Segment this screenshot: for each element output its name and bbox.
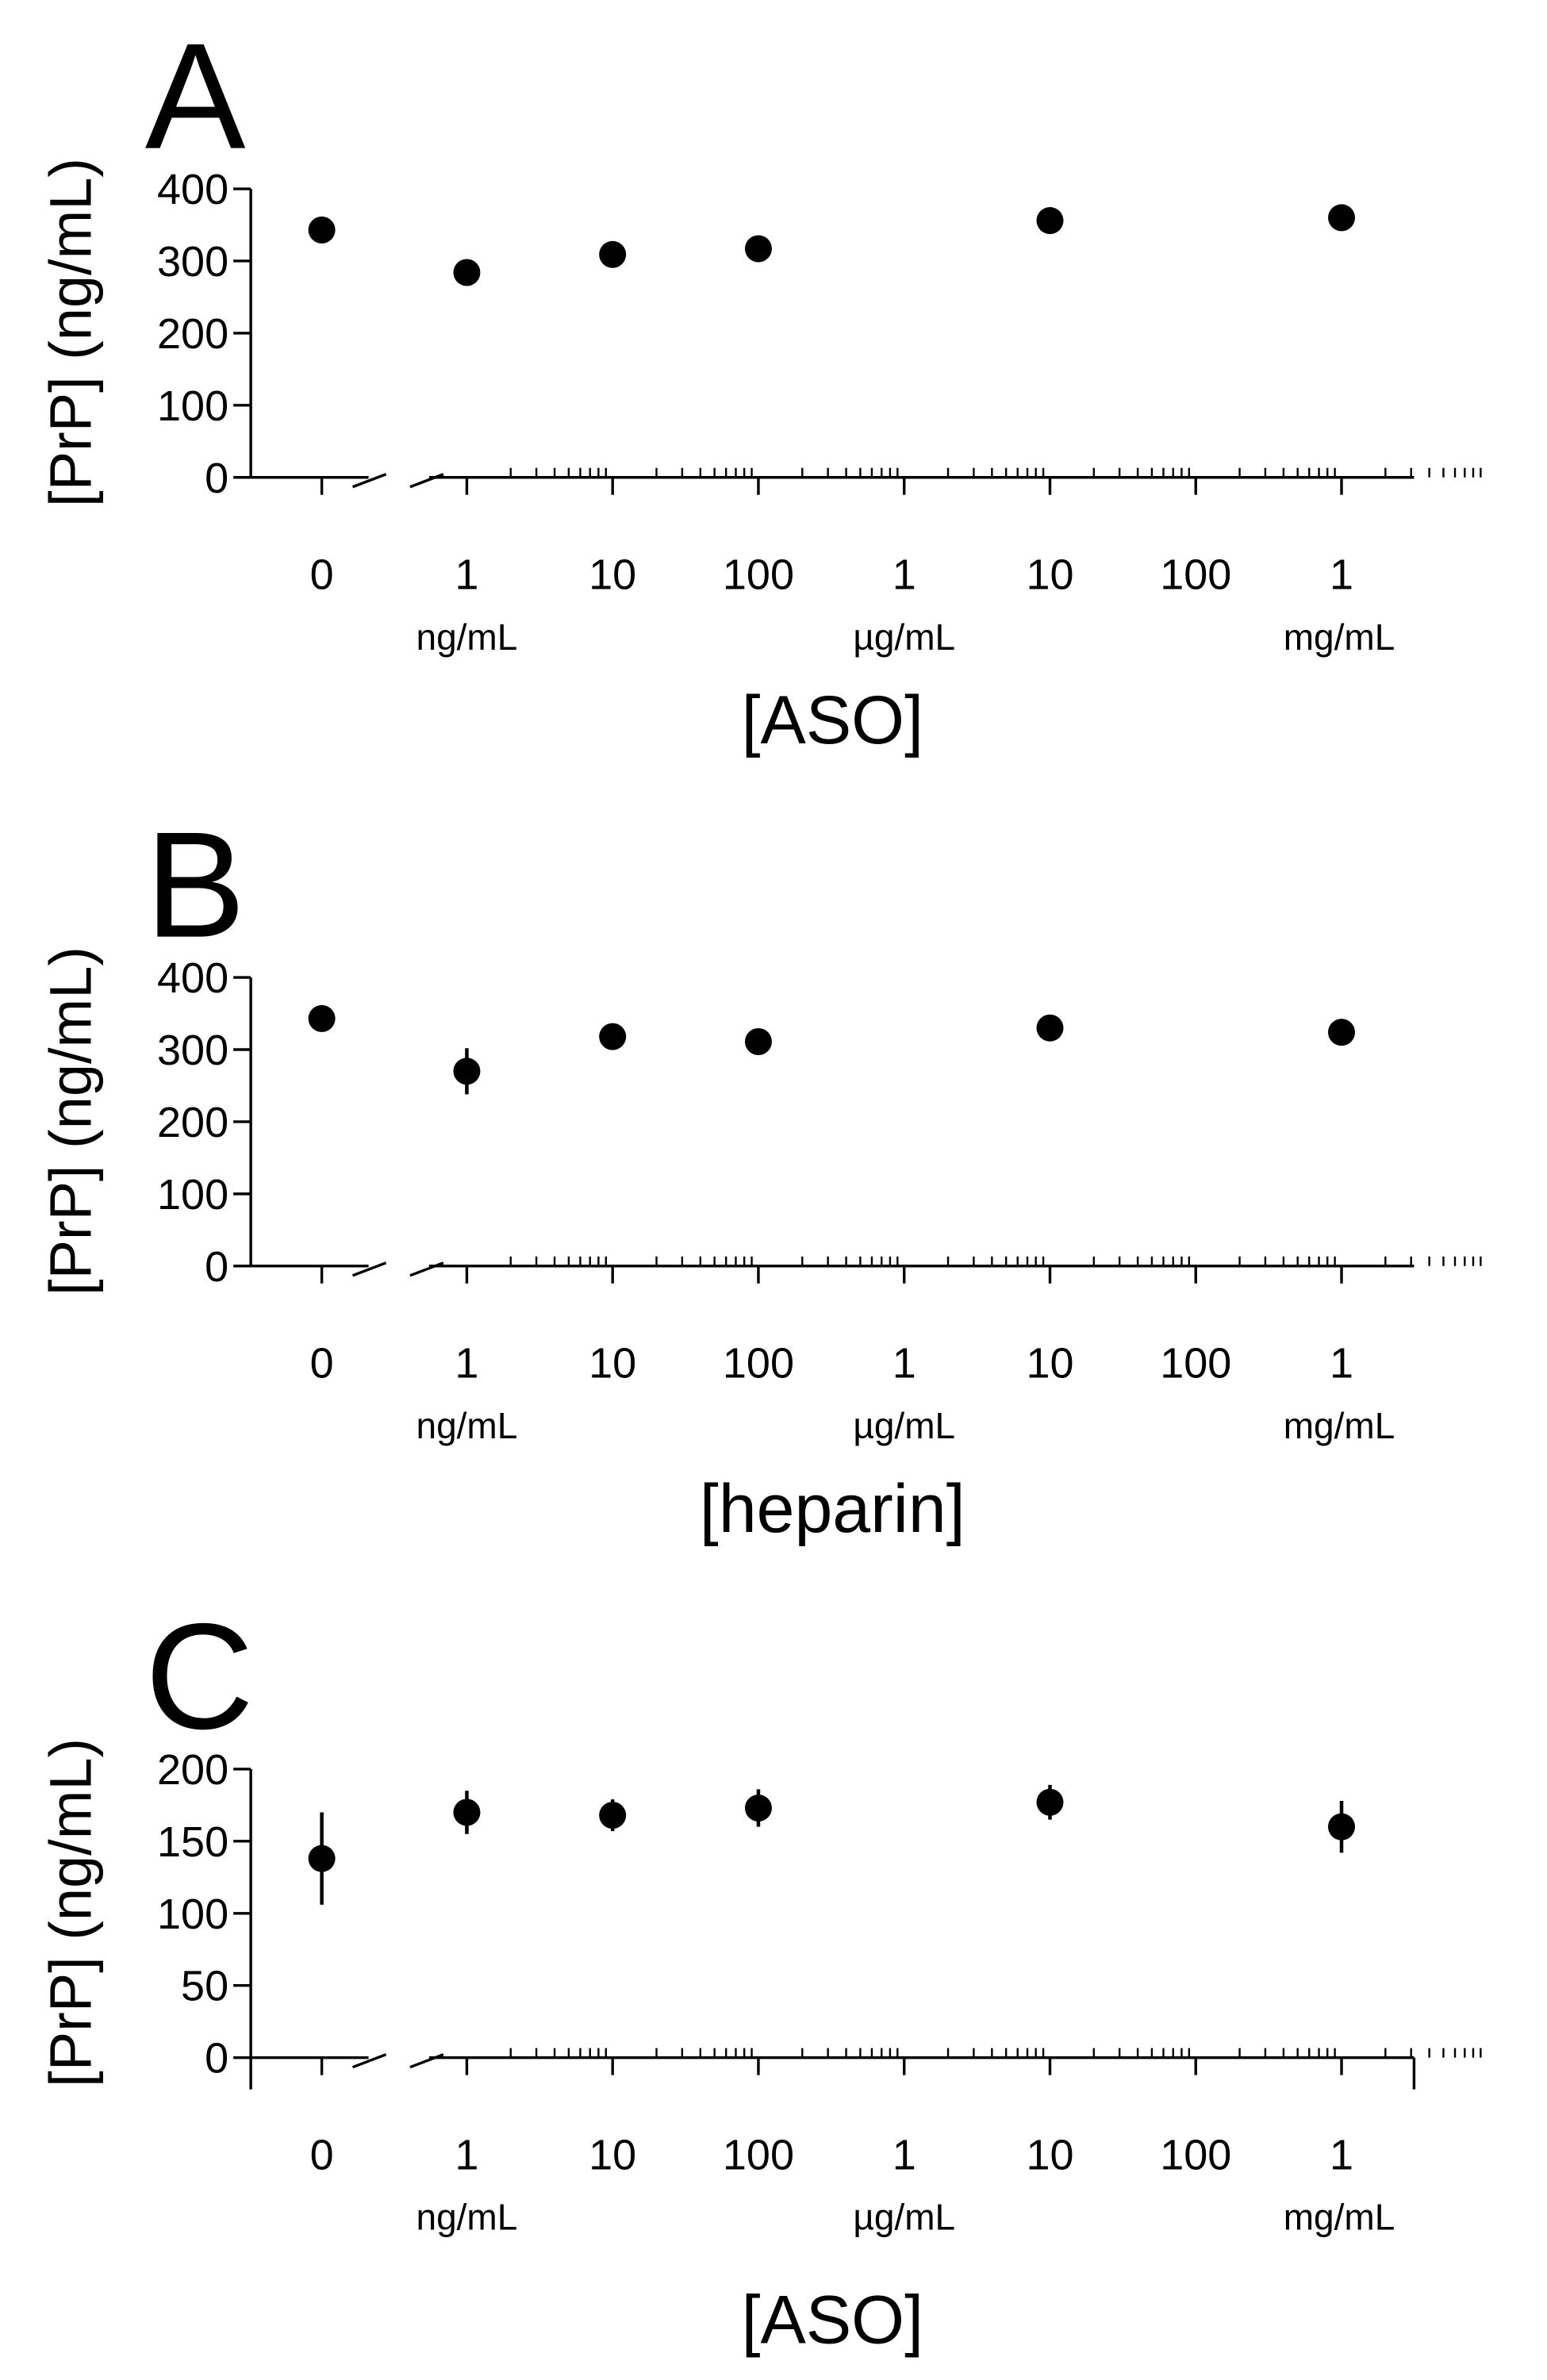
y-tick-label: 400 (157, 166, 228, 213)
data-point (1036, 1014, 1064, 1042)
y-tick-label: 0 (205, 2035, 228, 2082)
chart-panel-a: A 0 100 200 300 400 [PrP] (ng/mL) 0 1 10 100 1 10 100… (37, 13, 1482, 758)
panel-label: B (145, 801, 246, 969)
data-point (1036, 1788, 1064, 1816)
x-tick-label: 100 (723, 2132, 794, 2179)
x-axis-title: [heparin] (700, 1471, 965, 1547)
x-tick-label: 1 (1330, 1340, 1353, 1388)
panel-label: A (145, 13, 246, 181)
y-tick-label: 0 (205, 1243, 228, 1291)
y-axis-title: [PrP] (ng/mL) (37, 946, 103, 1296)
y-tick-label: 300 (157, 238, 228, 286)
y-tick-label: 200 (157, 1746, 228, 1794)
data-point (599, 1802, 627, 1829)
y-tick-label: 100 (157, 1171, 228, 1219)
axis-break-mark (409, 1261, 444, 1277)
data-point (1036, 207, 1064, 235)
chart-panel-b: B 0 100 200 300 400 [PrP] (ng/mL) 0 1 10 100 1 10 100… (37, 801, 1482, 1547)
x-tick-label: 1 (455, 551, 478, 599)
y-axis-title: [PrP] (ng/mL) (37, 158, 103, 507)
x-tick-label: 100 (1160, 551, 1231, 599)
x-tick-label: 100 (723, 1340, 794, 1388)
x-axis-title: [ASO] (742, 682, 923, 758)
x-tick-label: 10 (1026, 1340, 1073, 1388)
x-tick-label: 1 (892, 551, 916, 599)
data-point (308, 1004, 336, 1032)
data-point (744, 1795, 772, 1822)
panel-label: C (145, 1593, 254, 1761)
y-tick-label: 150 (157, 1818, 228, 1866)
y-tick-label: 50 (181, 1963, 228, 2010)
x-tick-label: 1 (1330, 551, 1353, 599)
x-unit-label: ng/mL (416, 1405, 517, 1446)
data-point (744, 235, 772, 263)
data-point (308, 1844, 336, 1872)
axis-break-mark (351, 2053, 387, 2069)
x-tick-label: 10 (1026, 2132, 1073, 2179)
data-point (1328, 1019, 1356, 1046)
y-tick-label: 100 (157, 1891, 228, 1938)
x-tick-label: 1 (455, 1340, 478, 1388)
y-tick-label: 0 (205, 455, 228, 502)
x-unit-label: mg/mL (1284, 1405, 1395, 1446)
y-tick-label: 100 (157, 382, 228, 430)
x-tick-label: 100 (1160, 2132, 1231, 2179)
x-tick-label: 100 (1160, 1340, 1231, 1388)
data-point (1328, 1813, 1356, 1841)
x-unit-label: ng/mL (416, 2197, 517, 2238)
x-tick-label: 10 (589, 1340, 636, 1388)
data-point (599, 1023, 627, 1050)
x-tick-label: 1 (892, 2132, 916, 2179)
x-tick-label: 1 (892, 1340, 916, 1388)
data-point (453, 1058, 481, 1085)
axis-break-gap (368, 1257, 429, 1274)
axis-break-gap (368, 2049, 429, 2066)
x-tick-label: 1 (1330, 2132, 1353, 2179)
y-tick-label: 200 (157, 1099, 228, 1146)
x-tick-label: 0 (310, 1340, 334, 1388)
axis-break-mark (409, 2053, 444, 2069)
x-unit-label: µg/mL (853, 2197, 955, 2238)
x-tick-label: 1 (455, 2132, 478, 2179)
axis-break-mark (351, 473, 387, 489)
data-point (599, 240, 627, 268)
x-unit-label: mg/mL (1284, 2197, 1395, 2238)
data-point (453, 1798, 481, 1826)
x-tick-label: 10 (589, 2132, 636, 2179)
x-unit-label: µg/mL (853, 1405, 955, 1446)
x-tick-label: 10 (1026, 551, 1073, 599)
x-tick-label: 100 (723, 551, 794, 599)
chart-panel-c: C 0 50 100 150 200 [PrP] (ng/mL) 0 1 10 100 1 10 100 1… (37, 1593, 1482, 2359)
x-unit-label: µg/mL (853, 616, 955, 658)
y-tick-label: 400 (157, 954, 228, 1002)
y-axis-title: [PrP] (ng/mL) (37, 1738, 103, 2087)
x-axis-title: [ASO] (742, 2282, 923, 2359)
x-tick-label: 0 (310, 2132, 334, 2179)
y-tick-label: 200 (157, 310, 228, 358)
y-tick-label: 300 (157, 1027, 228, 1074)
data-point (1328, 204, 1356, 232)
axis-break-gap (368, 469, 429, 486)
data-point (744, 1028, 772, 1056)
x-unit-label: ng/mL (416, 616, 517, 658)
axis-break-mark (409, 473, 444, 489)
axis-break-mark (351, 1261, 387, 1277)
x-tick-label: 0 (310, 551, 334, 599)
data-point (453, 259, 481, 286)
x-tick-label: 10 (589, 551, 636, 599)
data-point (308, 216, 336, 244)
x-unit-label: mg/mL (1284, 616, 1395, 658)
